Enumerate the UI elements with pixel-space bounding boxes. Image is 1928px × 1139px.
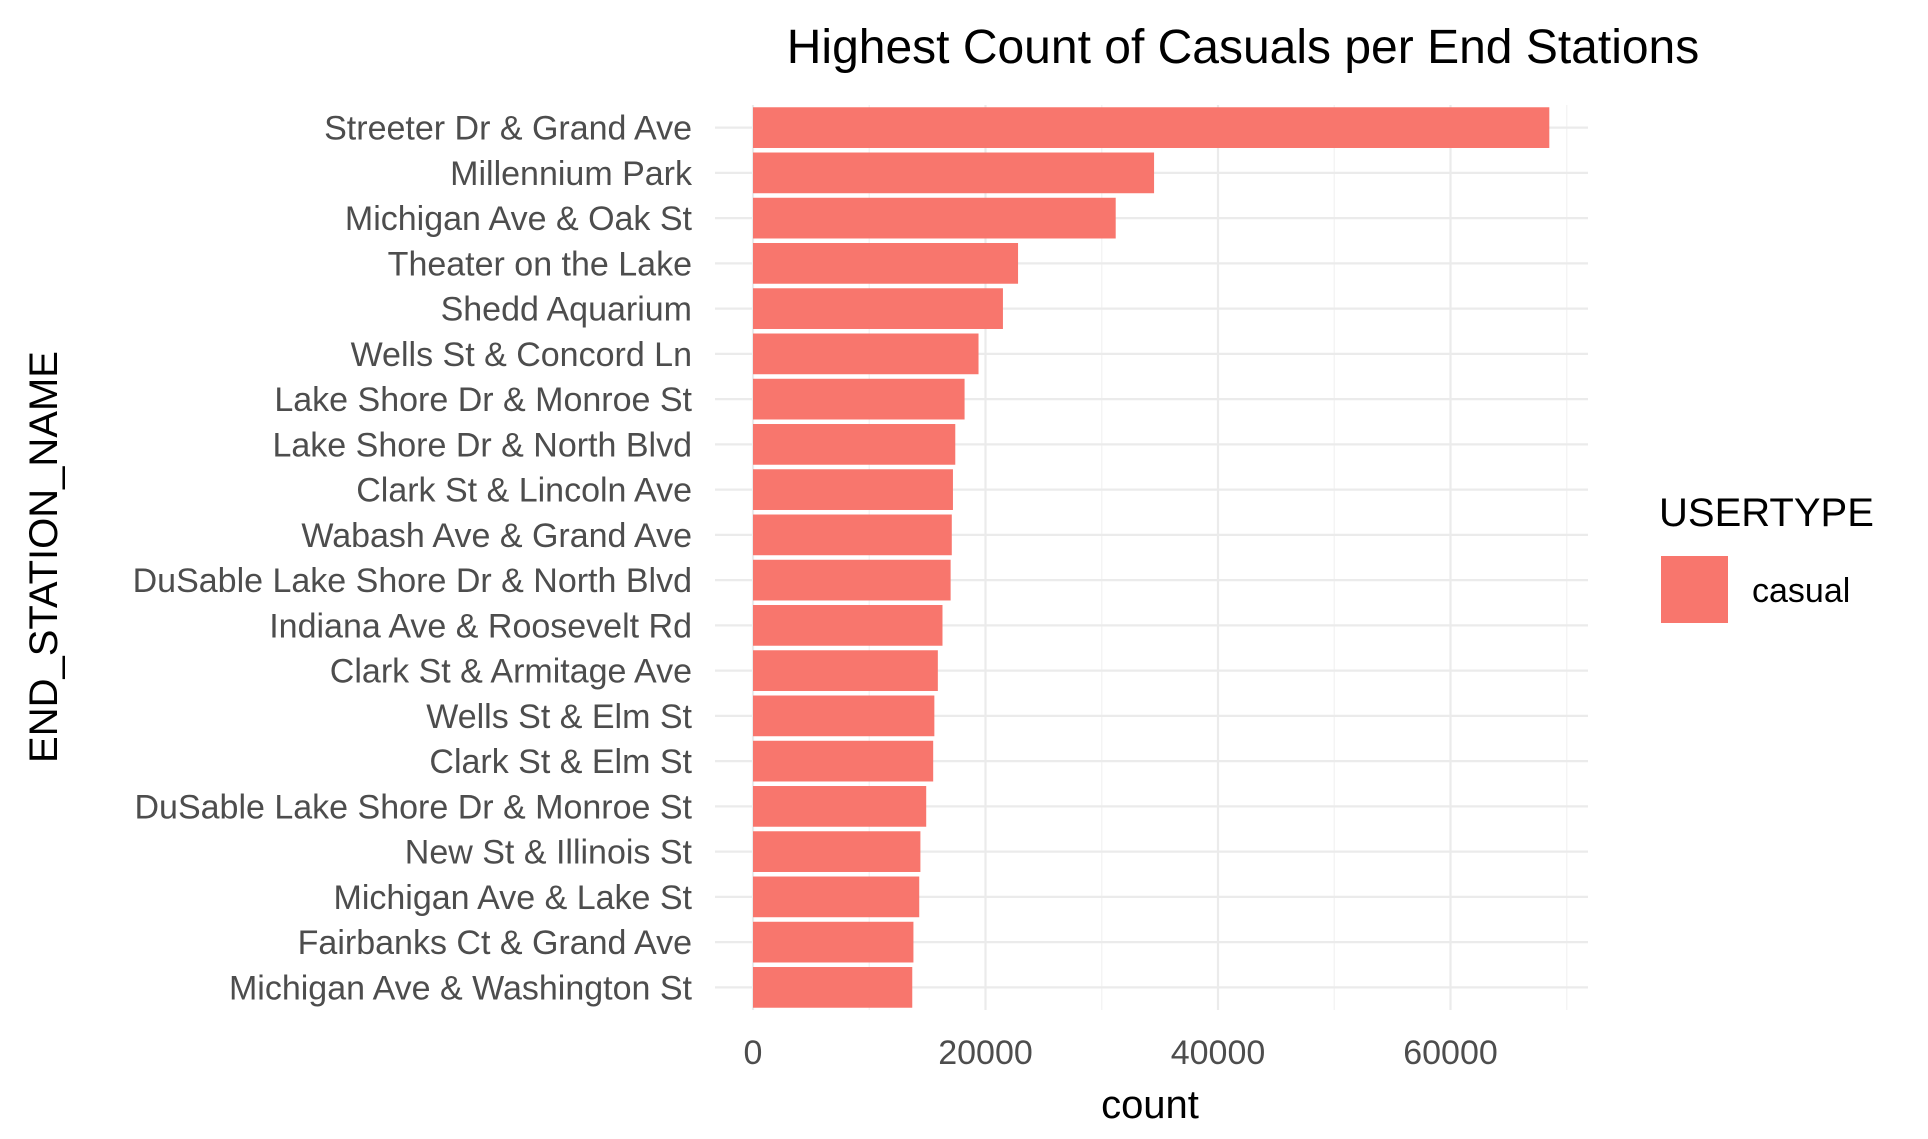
y-tick-label: New St & Illinois St [405, 834, 693, 872]
y-tick-label: Indiana Ave & Roosevelt Rd [269, 607, 692, 645]
bar [753, 107, 1550, 148]
bar [753, 243, 1019, 284]
y-tick-label: Michigan Ave & Oak St [345, 200, 693, 238]
legend: USERTYPE casual [1659, 491, 1874, 623]
y-tick-label: Millennium Park [450, 155, 693, 193]
bar [753, 786, 927, 827]
x-tick-label: 40000 [1171, 1034, 1266, 1072]
y-axis-title: END_STATION_NAME [22, 351, 66, 763]
x-tick-labels: 0 20000 40000 60000 [744, 1034, 1498, 1072]
y-tick-label: Wells St & Concord Ln [351, 336, 692, 374]
y-tick-label: Streeter Dr & Grand Ave [324, 110, 692, 148]
legend-label-casual: casual [1752, 572, 1850, 610]
bar [753, 333, 979, 375]
y-tick-label: Clark St & Elm St [429, 743, 692, 781]
y-tick-label: Shedd Aquarium [441, 291, 692, 329]
bar [753, 967, 913, 1008]
bar [753, 378, 965, 420]
chart-title: Highest Count of Casuals per End Station… [787, 21, 1700, 74]
bars [753, 107, 1550, 1008]
bar [753, 559, 951, 601]
bar [753, 424, 956, 465]
bar [753, 831, 921, 872]
x-tick-label: 0 [744, 1034, 763, 1072]
x-axis-title: count [1101, 1083, 1199, 1127]
y-tick-label: Wells St & Elm St [426, 698, 692, 736]
legend-swatch-casual [1661, 556, 1728, 623]
x-tick-label: 60000 [1403, 1034, 1498, 1072]
bar [753, 469, 953, 510]
y-tick-label: DuSable Lake Shore Dr & North Blvd [133, 562, 692, 600]
y-tick-label: Lake Shore Dr & North Blvd [272, 426, 692, 464]
x-tick-label: 20000 [938, 1034, 1033, 1072]
bar [753, 514, 952, 556]
grid-lines [715, 105, 1588, 1010]
y-tick-label: Clark St & Armitage Ave [330, 653, 692, 691]
bar [753, 695, 935, 737]
y-tick-label: Clark St & Lincoln Ave [356, 472, 692, 510]
bar [753, 650, 938, 691]
y-tick-label: Fairbanks Ct & Grand Ave [298, 924, 692, 962]
y-tick-label: Theater on the Lake [388, 245, 692, 283]
bar [753, 152, 1155, 194]
y-tick-label: Lake Shore Dr & Monroe St [274, 381, 692, 419]
bar [753, 921, 914, 963]
y-tick-label: Michigan Ave & Lake St [334, 879, 693, 917]
legend-title: USERTYPE [1659, 491, 1874, 535]
bar [753, 197, 1116, 239]
bar [753, 876, 920, 918]
y-tick-label: Michigan Ave & Washington St [229, 969, 693, 1007]
y-tick-label: DuSable Lake Shore Dr & Monroe St [134, 788, 692, 826]
y-tick-label: Wabash Ave & Grand Ave [301, 517, 692, 555]
bar [753, 740, 934, 782]
y-tick-labels: Streeter Dr & Grand Ave Millennium Park Mi… [133, 110, 693, 1008]
bar [753, 605, 943, 646]
bar [753, 288, 1003, 329]
